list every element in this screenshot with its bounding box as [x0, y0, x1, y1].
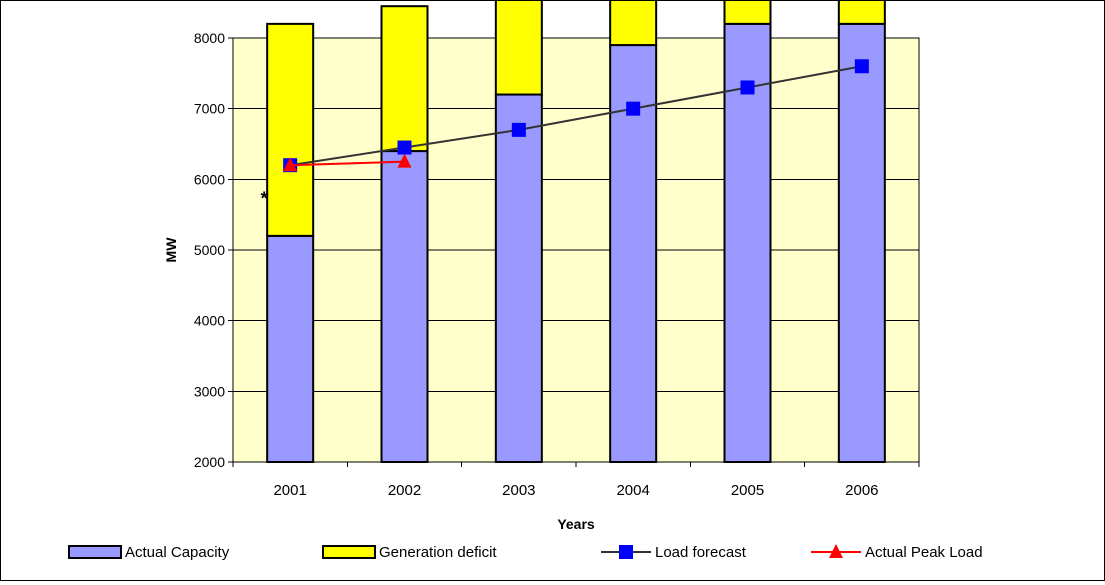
bar-actual-capacity [837, 22, 886, 463]
marker-load-forecast [626, 101, 641, 116]
bars [266, 0, 886, 464]
y-tick-label: 5000 [194, 242, 225, 258]
bar-generation-deficit [837, 0, 886, 25]
marker-actual-peak-load [397, 153, 412, 168]
bar-generation-deficit [266, 22, 315, 237]
line-actual-peak-load [290, 160, 405, 167]
legend-swatch-generation-deficit [322, 545, 376, 559]
legend: Actual Capacity Generation deficit Load fo… [68, 544, 983, 561]
x-axis-label: Years [557, 516, 595, 532]
marker-load-forecast [397, 140, 412, 155]
y-tick-label: 4000 [194, 313, 225, 329]
y-tick-label: 3000 [194, 383, 225, 399]
y-tick-label: 6000 [194, 171, 225, 187]
x-tick-label: 2002 [388, 482, 421, 499]
legend-label-load-forecast: Load forecast [655, 544, 747, 561]
lines: * [261, 59, 869, 208]
x-tick-label: 2005 [731, 482, 764, 499]
y-tick-label: 2000 [194, 454, 225, 470]
bar-generation-deficit [609, 0, 658, 47]
annotation-text: * [261, 188, 268, 208]
legend-marker-actual-peak-load [829, 544, 843, 558]
bar-actual-capacity [494, 93, 543, 464]
x-tick-label: 2004 [616, 482, 649, 499]
marker-actual-peak-load [283, 157, 298, 172]
x-tick-label: 2001 [273, 482, 306, 499]
y-tick-label: 8000 [194, 30, 225, 46]
gridlines [233, 108, 919, 392]
legend-label-actual-capacity: Actual Capacity [125, 544, 230, 561]
y-tick-label: 7000 [194, 101, 225, 117]
y-axis-label: MW [163, 237, 179, 263]
bar-generation-deficit [380, 5, 429, 153]
legend-marker-load-forecast [619, 545, 633, 559]
marker-load-forecast [511, 122, 526, 137]
x-tick-label: 2003 [502, 482, 535, 499]
bar-generation-deficit [723, 0, 772, 25]
x-tick-label: 2006 [845, 482, 878, 499]
axes: 2000 3000 4000 5000 6000 7000 8000 2001 2002 2003… [194, 30, 920, 499]
line-load-forecast [290, 65, 863, 167]
bar-generation-deficit [494, 0, 543, 96]
legend-swatch-actual-capacity [68, 545, 122, 559]
marker-load-forecast [740, 80, 755, 95]
marker-load-forecast [854, 59, 869, 74]
legend-label-actual-peak-load: Actual Peak Load [865, 544, 983, 561]
bar-actual-capacity [380, 150, 429, 463]
legend-label-generation-deficit: Generation deficit [379, 544, 497, 561]
bar-actual-capacity [266, 234, 315, 463]
